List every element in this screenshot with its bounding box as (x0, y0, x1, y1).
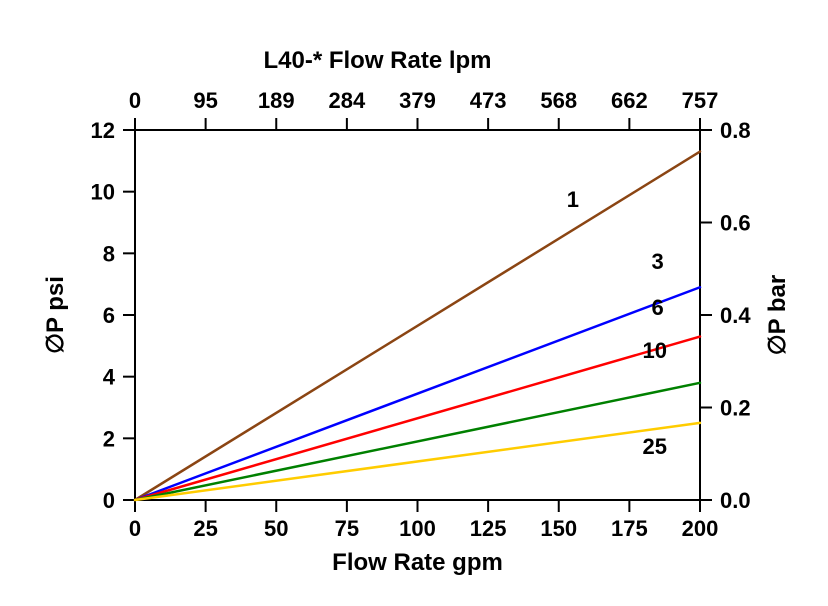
x-top-tick-label: 568 (540, 88, 577, 113)
x-bottom-axis-label: Flow Rate gpm (332, 549, 503, 576)
x-top-tick-label: 0 (129, 88, 141, 113)
y-left-tick-label: 2 (103, 426, 115, 451)
y-left-tick-label: 0 (103, 488, 115, 513)
chart-top-title: L40-* Flow Rate lpm (263, 47, 491, 74)
x-top-tick-label: 757 (682, 88, 719, 113)
x-bottom-tick-label: 200 (682, 516, 719, 541)
y-right-tick-label: 0.6 (720, 211, 751, 236)
x-bottom-tick-label: 175 (611, 516, 648, 541)
x-top-tick-label: 284 (329, 88, 366, 113)
x-bottom-tick-label: 50 (264, 516, 288, 541)
x-top-tick-label: 189 (258, 88, 295, 113)
pressure-flow-chart: 0255075100125150175200Flow Rate gpm09518… (0, 0, 828, 606)
y-right-tick-label: 0.2 (720, 396, 751, 421)
y-right-tick-label: 0.4 (720, 303, 751, 328)
y-right-tick-label: 0.8 (720, 118, 751, 143)
x-bottom-tick-label: 0 (129, 516, 141, 541)
y-left-tick-label: 8 (103, 241, 115, 266)
y-left-tick-label: 10 (91, 180, 115, 205)
series-label-10: 10 (643, 338, 667, 363)
x-bottom-tick-label: 125 (470, 516, 507, 541)
x-bottom-tick-label: 100 (399, 516, 436, 541)
y-left-tick-label: 6 (103, 303, 115, 328)
y-left-axis-label: ∅P psi (42, 276, 69, 354)
y-left-tick-label: 4 (103, 365, 116, 390)
y-right-axis-label: ∅P bar (764, 275, 791, 356)
y-left-tick-label: 12 (91, 118, 115, 143)
series-label-25: 25 (643, 434, 667, 459)
series-label-6: 6 (652, 295, 664, 320)
x-bottom-tick-label: 150 (540, 516, 577, 541)
x-bottom-tick-label: 75 (335, 516, 359, 541)
x-bottom-tick-label: 25 (193, 516, 217, 541)
x-top-tick-label: 662 (611, 88, 648, 113)
x-top-tick-label: 95 (193, 88, 217, 113)
y-right-tick-label: 0.0 (720, 488, 751, 513)
series-label-3: 3 (652, 249, 664, 274)
x-top-tick-label: 473 (470, 88, 507, 113)
series-label-1: 1 (567, 187, 579, 212)
x-top-tick-label: 379 (399, 88, 436, 113)
